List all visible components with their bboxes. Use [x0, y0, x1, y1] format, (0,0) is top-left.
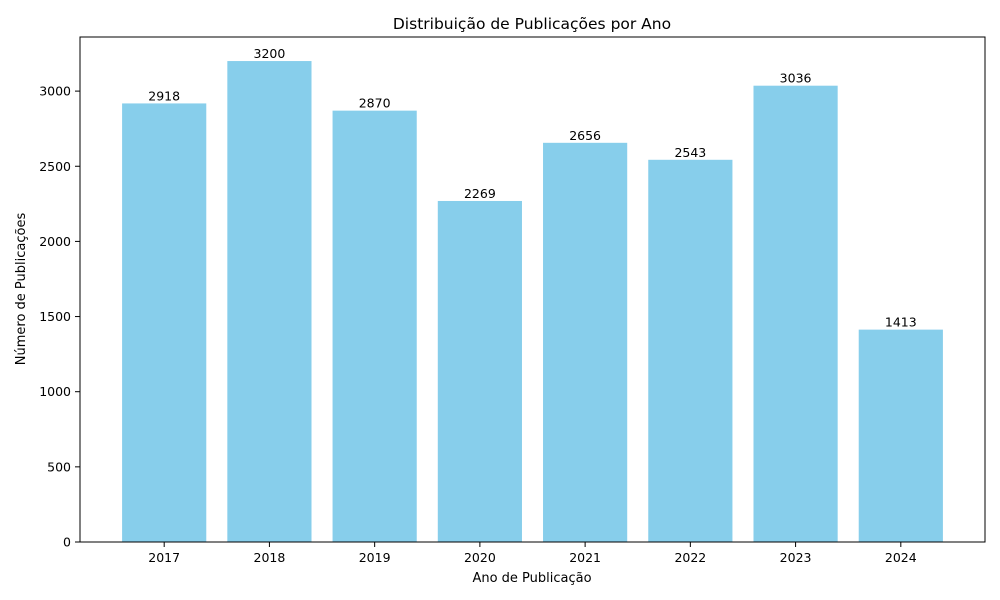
- y-axis: 0 500 1000 1500 2000 2500 3000: [39, 84, 80, 550]
- x-axis: 2017 2018 2019 2020 2021 2022 2023 2024: [148, 542, 917, 565]
- bar-labels-group: 2918 3200 2870 2269 2656 2543 3036 1413: [148, 46, 916, 330]
- chart-title: Distribuição de Publicações por Ano: [393, 15, 671, 33]
- x-tick-label-2018: 2018: [254, 550, 286, 565]
- x-tick-label-2017: 2017: [148, 550, 180, 565]
- y-tick-label-1000: 1000: [39, 384, 71, 399]
- plot-frame: [79, 36, 986, 543]
- bar-2017: [122, 103, 207, 542]
- bar-value-label-2021: 2656: [569, 128, 601, 143]
- y-tick-label-3000: 3000: [39, 84, 71, 99]
- y-tick-label-2500: 2500: [39, 159, 71, 174]
- y-tick-label-1500: 1500: [39, 309, 71, 324]
- x-tick-label-2021: 2021: [569, 550, 601, 565]
- y-tick-label-0: 0: [63, 535, 71, 550]
- x-axis-label: Ano de Publicação: [472, 571, 591, 586]
- bar-value-label-2017: 2918: [148, 88, 180, 103]
- bar-2018: [227, 61, 312, 543]
- y-tick-label-2000: 2000: [39, 234, 71, 249]
- bar-2024: [858, 329, 943, 542]
- x-tick-label-2023: 2023: [780, 550, 812, 565]
- bar-2022: [648, 159, 733, 542]
- bar-2019: [332, 110, 417, 542]
- bar-value-label-2019: 2870: [359, 96, 391, 111]
- bars-group: [122, 61, 943, 543]
- bar-value-label-2022: 2543: [674, 145, 706, 160]
- bar-2023: [753, 85, 838, 543]
- bar-2020: [437, 200, 522, 542]
- x-tick-label-2019: 2019: [359, 550, 391, 565]
- bar-value-label-2023: 3036: [780, 71, 812, 86]
- y-tick-label-500: 500: [47, 459, 71, 474]
- bar-value-label-2020: 2269: [464, 186, 496, 201]
- y-axis-label: Número de Publicações: [14, 213, 29, 366]
- x-tick-label-2022: 2022: [674, 550, 706, 565]
- bar-value-label-2018: 3200: [254, 46, 286, 61]
- x-tick-label-2020: 2020: [464, 550, 496, 565]
- x-tick-label-2024: 2024: [885, 550, 917, 565]
- bar-value-label-2024: 1413: [885, 315, 917, 330]
- bar-2021: [543, 142, 628, 543]
